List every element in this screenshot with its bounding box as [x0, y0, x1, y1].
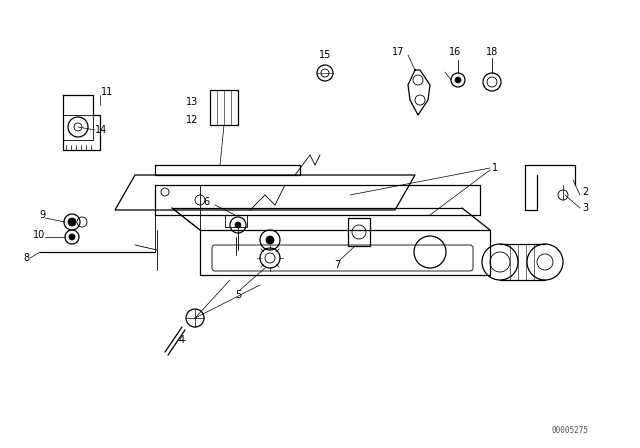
- Text: 5: 5: [235, 290, 241, 300]
- Text: 16: 16: [449, 47, 461, 57]
- Text: 6: 6: [204, 197, 210, 207]
- Text: 00005275: 00005275: [552, 426, 589, 435]
- Text: 7: 7: [334, 260, 340, 270]
- Bar: [63, 115, 93, 140]
- Text: 9: 9: [39, 210, 45, 220]
- Text: 4: 4: [179, 335, 185, 345]
- Circle shape: [69, 234, 75, 240]
- Text: 11: 11: [101, 87, 113, 97]
- Text: 15: 15: [319, 50, 331, 60]
- Text: 3: 3: [582, 203, 588, 213]
- Text: 2: 2: [582, 187, 588, 197]
- Text: 17: 17: [392, 47, 404, 57]
- Bar: [225, 215, 247, 227]
- Text: 13: 13: [186, 97, 198, 107]
- Bar: [210, 90, 238, 125]
- Text: 14: 14: [95, 125, 107, 135]
- Circle shape: [455, 77, 461, 83]
- Bar: [348, 218, 370, 246]
- Text: 8: 8: [24, 253, 30, 263]
- Circle shape: [235, 222, 241, 228]
- Text: 18: 18: [486, 47, 498, 57]
- Text: 1: 1: [492, 163, 498, 173]
- Text: 10: 10: [33, 230, 45, 240]
- Circle shape: [68, 218, 76, 226]
- Text: 12: 12: [186, 115, 198, 125]
- Circle shape: [266, 236, 274, 244]
